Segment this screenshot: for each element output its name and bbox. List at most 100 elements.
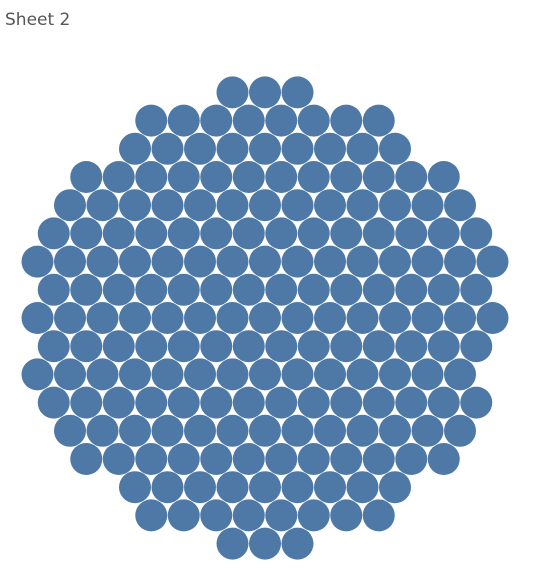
bubble	[184, 471, 216, 504]
bubble	[346, 245, 379, 278]
bubble	[427, 161, 460, 193]
bubble	[216, 189, 249, 222]
bubble	[249, 358, 281, 391]
bubble	[102, 330, 135, 363]
bubble	[200, 104, 233, 137]
bubble	[135, 443, 168, 475]
bubble	[135, 104, 168, 137]
bubble	[200, 499, 233, 532]
bubble	[362, 217, 395, 250]
bubble	[330, 161, 363, 193]
bubble	[249, 245, 281, 278]
bubble	[427, 386, 460, 419]
bubble	[281, 358, 314, 391]
bubble	[297, 217, 330, 250]
bubble	[297, 499, 330, 532]
bubble	[200, 386, 233, 419]
bubble	[167, 273, 200, 306]
bubble	[395, 443, 428, 475]
bubble	[135, 330, 168, 363]
bubble	[232, 386, 265, 419]
bubble	[379, 302, 411, 334]
bubble	[119, 471, 151, 504]
bubble	[411, 414, 444, 447]
bubble	[37, 386, 70, 419]
bubble	[119, 245, 151, 278]
bubble	[37, 273, 70, 306]
bubble	[119, 132, 151, 165]
bubble	[281, 132, 314, 165]
bubble	[102, 217, 135, 250]
bubble	[167, 499, 200, 532]
bubble	[200, 273, 233, 306]
bubble	[362, 104, 395, 137]
bubble	[265, 273, 298, 306]
bubble	[444, 189, 476, 222]
bubble	[444, 358, 476, 391]
bubble	[362, 161, 395, 193]
bubble	[330, 443, 363, 475]
bubble	[86, 358, 119, 391]
bubble	[102, 161, 135, 193]
bubble	[265, 104, 298, 137]
bubble	[54, 189, 86, 222]
bubble	[281, 527, 314, 560]
bubble	[297, 273, 330, 306]
bubble	[379, 414, 411, 447]
bubble	[330, 330, 363, 363]
bubble	[184, 245, 216, 278]
bubble	[411, 302, 444, 334]
bubble	[427, 443, 460, 475]
bubble	[21, 245, 54, 278]
bubble	[330, 217, 363, 250]
chart-title: Sheet 2	[5, 10, 70, 30]
bubble	[70, 443, 103, 475]
bubble	[314, 132, 346, 165]
bubble	[314, 358, 346, 391]
bubble	[281, 302, 314, 334]
bubble	[184, 414, 216, 447]
bubble	[86, 189, 119, 222]
bubble	[314, 245, 346, 278]
bubble	[70, 273, 103, 306]
bubble	[395, 273, 428, 306]
bubble	[444, 245, 476, 278]
bubble	[297, 386, 330, 419]
bubble	[216, 245, 249, 278]
bubble	[54, 245, 86, 278]
bubble	[362, 273, 395, 306]
bubble	[167, 217, 200, 250]
bubble	[184, 132, 216, 165]
bubble	[314, 302, 346, 334]
bubble	[379, 132, 411, 165]
bubble	[281, 189, 314, 222]
bubble	[70, 330, 103, 363]
bubble	[444, 302, 476, 334]
bubble	[346, 471, 379, 504]
bubble	[379, 358, 411, 391]
bubble	[460, 217, 493, 250]
bubble	[167, 330, 200, 363]
bubble	[249, 471, 281, 504]
bubble	[21, 302, 54, 334]
bubble	[281, 245, 314, 278]
bubble	[297, 330, 330, 363]
bubble	[427, 330, 460, 363]
bubble	[167, 104, 200, 137]
bubble	[119, 189, 151, 222]
bubble	[70, 386, 103, 419]
bubble	[135, 217, 168, 250]
bubble	[232, 443, 265, 475]
bubble	[330, 273, 363, 306]
bubble	[281, 471, 314, 504]
bubble	[346, 358, 379, 391]
bubble	[216, 132, 249, 165]
bubble	[151, 245, 184, 278]
bubble	[444, 414, 476, 447]
bubble	[460, 330, 493, 363]
bubble	[330, 499, 363, 532]
bubble	[86, 414, 119, 447]
bubble	[265, 443, 298, 475]
bubble	[297, 161, 330, 193]
